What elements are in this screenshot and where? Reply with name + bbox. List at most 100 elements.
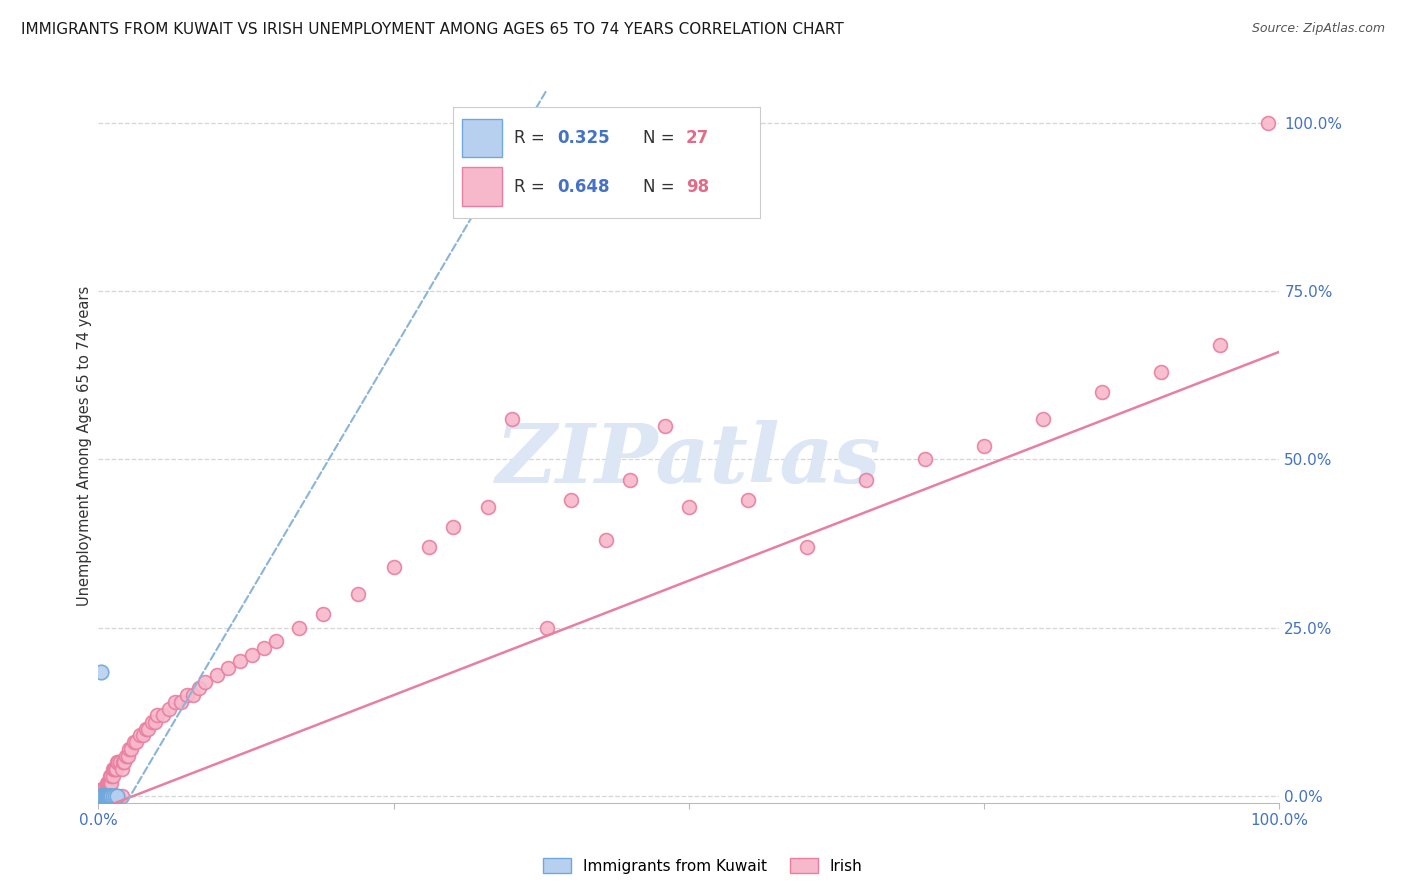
Point [118,742,141,756]
Point [100,769,122,783]
Point [101,762,124,776]
Point [98,769,121,783]
Point [98,782,121,797]
Point [93,789,115,803]
Point [536,621,558,635]
Point [595,533,617,548]
Point [98,775,121,789]
Point [96,775,118,789]
Point [90,789,112,803]
Point [90,789,112,803]
Point [121,742,143,756]
Point [1150,365,1173,379]
Point [94,789,117,803]
Point [93,789,115,803]
Point [114,748,136,763]
Point [855,473,877,487]
Point [146,708,169,723]
Point [91,789,114,803]
Point [176,688,198,702]
Point [91,789,114,803]
Point [94,789,117,803]
Point [1091,385,1114,400]
Point [136,722,159,736]
Point [128,729,150,743]
Text: R =: R = [515,129,550,147]
Point [96,789,118,803]
Point [111,789,134,803]
Point [91,789,114,803]
Point [96,789,118,803]
Point [89,789,111,803]
Point [94,789,117,803]
Point [560,492,582,507]
Point [90,789,112,803]
Point [253,640,276,655]
Point [117,748,139,763]
Point [90,665,112,679]
Text: 27: 27 [686,129,710,147]
Point [157,701,180,715]
Legend: Immigrants from Kuwait, Irish: Immigrants from Kuwait, Irish [537,852,869,880]
Point [347,587,370,601]
Point [98,789,121,803]
Point [217,661,239,675]
Point [101,789,124,803]
Text: ZIPatlas: ZIPatlas [496,420,882,500]
Point [93,789,115,803]
Point [105,789,128,803]
Point [93,789,115,803]
Point [288,621,311,635]
Point [187,681,209,696]
Point [418,540,440,554]
Point [112,756,135,770]
Text: N =: N = [643,178,681,195]
Point [101,789,124,803]
Point [91,789,114,803]
Point [1032,412,1054,426]
Point [122,735,145,749]
Point [91,789,114,803]
Point [229,655,252,669]
Point [477,500,499,514]
Point [264,634,287,648]
Point [97,789,120,803]
Point [94,789,117,803]
Point [91,789,114,803]
Point [112,756,135,770]
Point [98,789,121,803]
Text: R =: R = [515,178,550,195]
Point [501,412,523,426]
Bar [463,168,502,206]
Point [101,769,124,783]
Point [737,492,759,507]
Y-axis label: Unemployment Among Ages 65 to 74 years: Unemployment Among Ages 65 to 74 years [77,285,91,607]
Text: N =: N = [643,129,681,147]
Point [97,789,120,803]
Point [98,775,121,789]
Point [105,789,128,803]
Point [678,500,700,514]
Bar [463,119,502,157]
Point [97,782,120,797]
Text: 0.648: 0.648 [557,178,610,195]
Point [132,729,155,743]
Point [89,789,111,803]
Text: 0.325: 0.325 [557,129,610,147]
Point [141,714,163,729]
Point [89,789,111,803]
Point [100,775,122,789]
Point [93,782,115,797]
Point [91,789,114,803]
Point [107,756,129,770]
Point [98,789,121,803]
Point [914,452,936,467]
Point [108,756,131,770]
Point [96,789,118,803]
Point [441,520,464,534]
Point [181,688,204,702]
Point [170,695,193,709]
Text: Source: ZipAtlas.com: Source: ZipAtlas.com [1251,22,1385,36]
Point [165,695,187,709]
Point [91,782,114,797]
